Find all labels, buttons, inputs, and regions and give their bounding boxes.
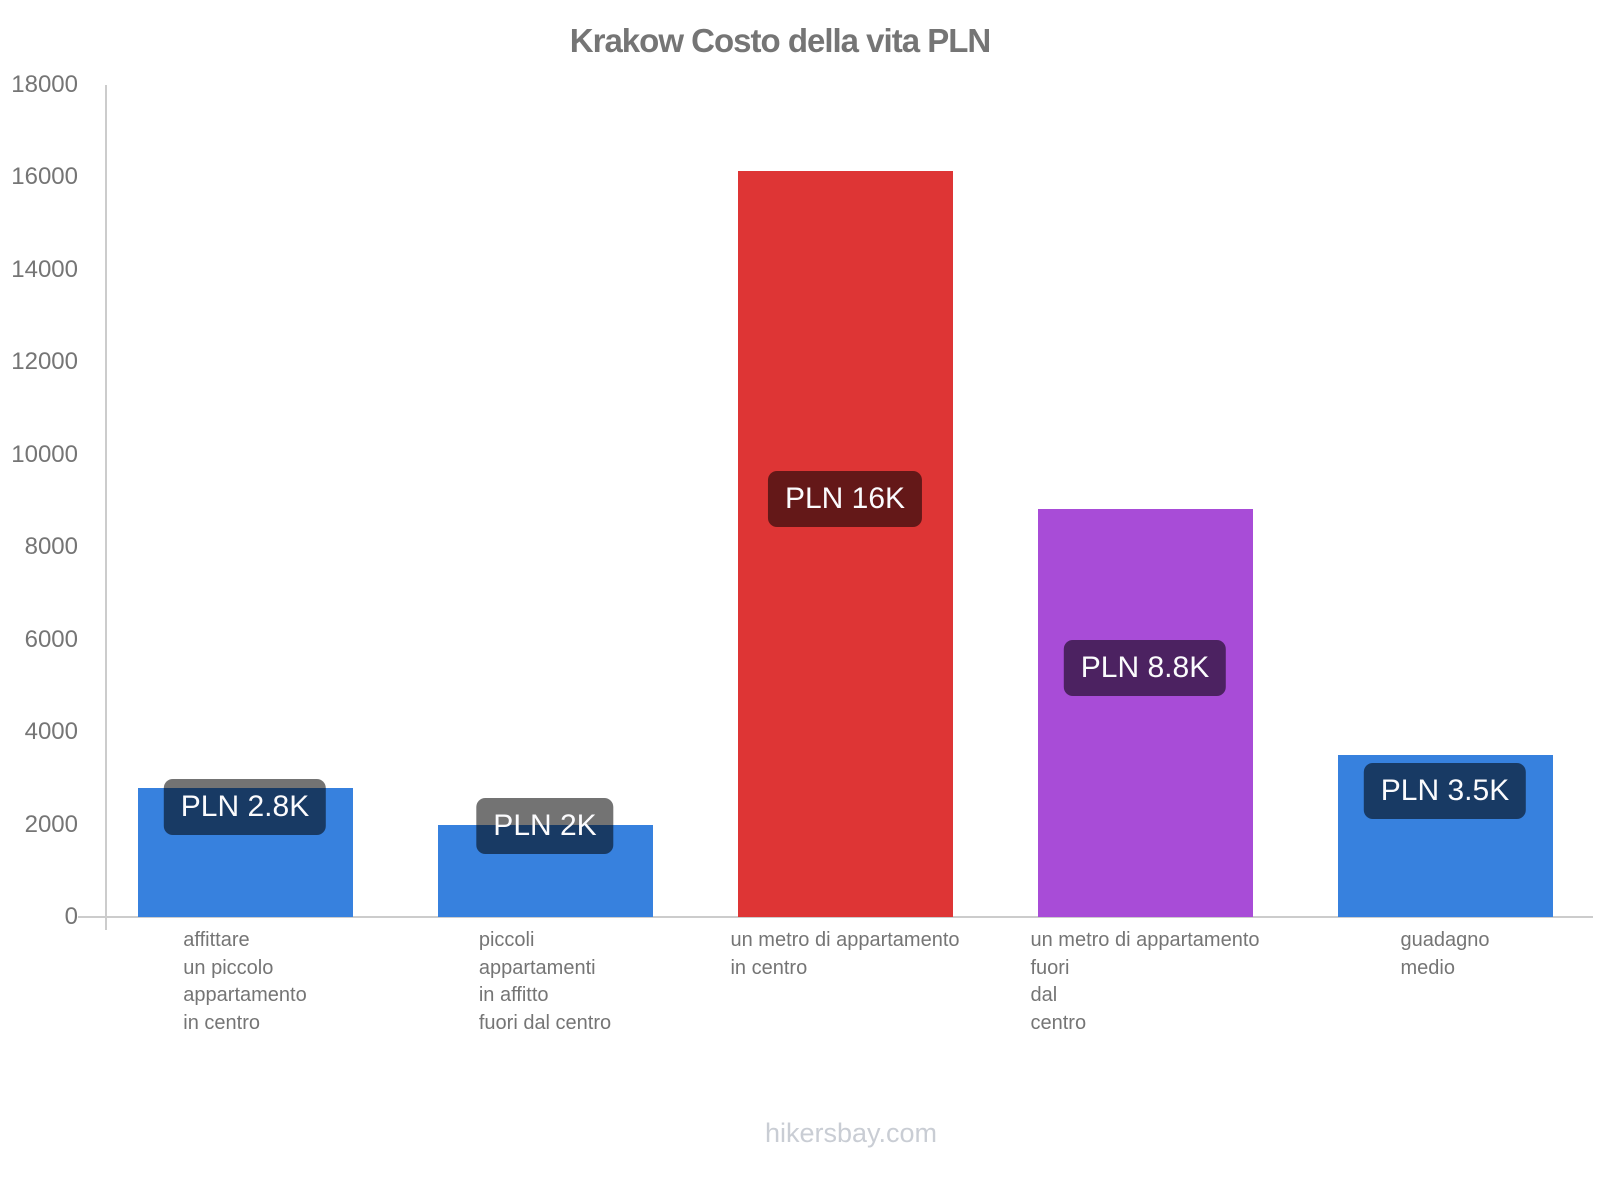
bar-value-label: PLN 8.8K: [1063, 639, 1227, 696]
y-axis-line: [105, 85, 107, 930]
y-axis-tick-label: 10000: [11, 440, 78, 468]
y-axis-tick-label: 2000: [24, 810, 78, 838]
x-axis-category-label: affittare un piccolo appartamento in centro: [183, 929, 307, 1034]
watermark: hikersbay.com: [764, 1118, 938, 1148]
y-axis-tick-label: 8000: [24, 533, 78, 561]
bar-value-label: PLN 2K: [476, 797, 614, 854]
x-axis-category-label: guadagno medio: [1400, 929, 1490, 979]
x-axis-category-label: un metro di appartamento fuori dal centro: [1030, 929, 1260, 1034]
y-axis-tick-label: 14000: [11, 255, 78, 283]
y-axis-tick-label: 6000: [24, 625, 78, 653]
bar: [737, 170, 953, 917]
x-axis-line: [78, 916, 1593, 918]
bar-value-label: PLN 2.8K: [163, 779, 327, 836]
bar: [1037, 508, 1253, 917]
y-axis-tick-label: 4000: [24, 718, 78, 746]
y-axis-tick-label: 12000: [11, 348, 78, 376]
y-axis-tick-label: 18000: [11, 71, 78, 98]
y-axis-tick-label: 16000: [11, 163, 78, 191]
bar-value-label: PLN 3.5K: [1363, 763, 1527, 820]
x-axis-category-label: un metro di appartamento in centro: [730, 929, 960, 979]
bar-value-label: PLN 16K: [767, 470, 923, 527]
y-axis-tick-label: 0: [64, 903, 78, 930]
x-axis-category-label: piccoli appartamenti in affitto fuori dal c…: [478, 929, 612, 1034]
chart-title: Krakow Costo della vita PLN: [569, 22, 991, 59]
